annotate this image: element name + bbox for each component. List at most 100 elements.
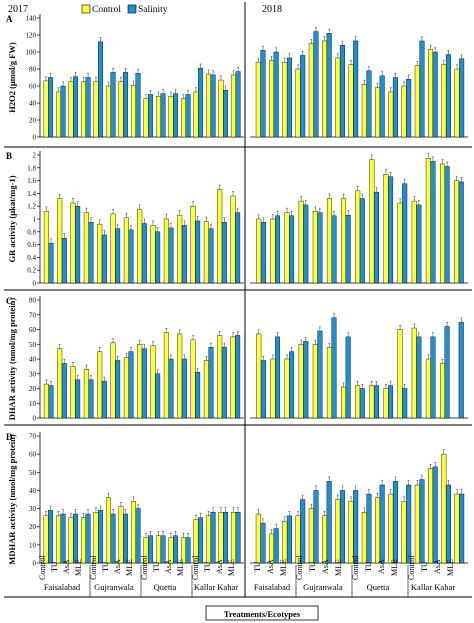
control-bar [218,512,224,564]
y-tick-label: 80 [29,66,37,74]
treatment-label: AsA [433,559,442,574]
salinity-bar [223,512,229,564]
salinity-bar [286,57,292,138]
control-bar [256,218,262,284]
treatment-label: MLE [176,559,185,576]
control-bar [205,73,211,138]
salinity-bar [98,41,104,138]
control-bar [270,358,276,419]
control-bar [55,91,61,138]
salinity-bar [148,94,154,138]
salinity-bar [273,51,279,138]
salinity-bar [459,58,465,138]
control-bar [369,385,375,419]
salinity-bar [115,360,121,419]
salinity-bar [160,535,166,564]
y-tick-label: 50 [29,469,37,477]
panel-A: A 0 20 40 60 80 100 120 140 H2O2 (µmol/g FW) [6,14,468,142]
salinity-bar [353,490,359,564]
ecotype-label: Gujranwala [303,582,343,592]
salinity-bar [48,243,54,284]
salinity-bar [406,78,412,138]
y-tick-label: 1.2 [27,203,36,211]
salinity-bar [339,45,345,138]
salinity-bar [98,510,104,564]
salinity-bar [313,31,319,138]
control-bar [388,91,394,138]
legend-swatch-control [81,4,91,14]
control-bar [440,163,446,284]
salinity-bar [60,85,66,138]
control-bar [335,499,341,564]
salinity-bar [101,234,107,284]
y-tick-label: 20 [29,523,37,531]
control-bar [454,180,460,284]
y-tick-label: 0 [33,134,37,142]
salinity-bar [235,212,241,284]
treatment-label: MLE [390,559,399,576]
control-bar [93,512,99,564]
treatment-label: TU [50,561,59,572]
control-bar [118,506,124,564]
panel-D: D 0 10 20 30 40 50 60 70 MDHAR activity (nmol/mg … [6,432,468,568]
y-tick-label: 120 [26,32,37,40]
salinity-bar [373,385,379,419]
treatment-label: Control [351,555,360,580]
salinity-bar [260,522,266,564]
control-bar [348,501,354,564]
control-bar [383,173,389,284]
salinity-bar [168,227,174,284]
control-bar [414,484,420,564]
treatment-label: MLE [279,559,288,576]
ecotype-label: Quetta [367,582,390,592]
y-tick-label: 0.6 [27,241,36,249]
control-bar [282,521,288,564]
control-bar [230,74,236,138]
control-bar [230,512,236,564]
control-bar [110,213,116,284]
salinity-bar [61,363,67,419]
y-tick-label: 10 [29,400,37,408]
salinity-bar [173,535,179,564]
y-tick-label: 0 [33,280,37,288]
treatment-label: AsA [266,559,275,574]
treatment-label: MLE [74,559,83,576]
y-tick-label: 2 [33,152,37,160]
legend-label-control: Control [92,5,121,15]
control-bar [57,348,63,419]
salinity-bar [286,515,292,564]
control-bar [118,81,124,138]
salinity-bar [458,181,464,284]
salinity-bar [300,55,306,138]
salinity-bar [75,205,81,284]
treatment-label: MLE [125,559,134,576]
control-bar [205,515,211,564]
control-bar [43,383,49,419]
control-bar [217,335,223,419]
control-bar [440,363,446,419]
salinity-bar [339,490,345,564]
salinity-bar [331,215,337,284]
control-bar [80,517,86,564]
control-bar [137,209,143,284]
y-tick-label: 0.2 [27,267,36,275]
salinity-bar [459,493,465,564]
control-bar [326,347,332,419]
salinity-bar [416,204,422,284]
control-bar [43,80,49,138]
control-bar [218,79,224,138]
control-bar [425,358,431,419]
salinity-bar [223,90,229,138]
control-bar [326,198,332,284]
control-bar [428,468,434,564]
salinity-bar [402,183,408,284]
control-bar [355,190,361,284]
y-tick-label: 1.8 [27,164,36,172]
control-bar [308,43,314,138]
salinity-bar [388,385,394,419]
y-tick-label: 70 [29,433,37,441]
salinity-bar [366,493,372,564]
control-bar [375,497,381,564]
control-bar [425,157,431,284]
panel-label: A [6,14,13,24]
